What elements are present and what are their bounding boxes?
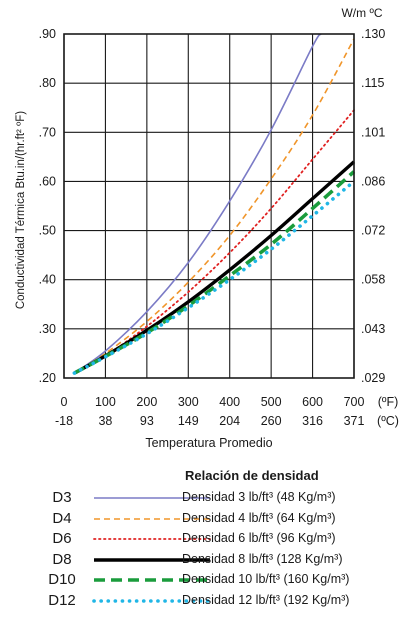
legend-code: D4: [52, 509, 72, 527]
x-tick-label-f: 200: [136, 395, 157, 409]
legend-code: D12: [48, 591, 76, 609]
y-tick-label-left: .70: [39, 125, 56, 139]
y-tick-label-right: .029: [361, 371, 385, 385]
x-tick-label-f: 500: [261, 395, 282, 409]
x-tick-label-c: 316: [302, 414, 323, 428]
legend-item-d6: D6 Densidad 6 lb/ft³ (96 Kg/m³): [40, 529, 400, 549]
legend-label: Densidad 8 lb/ft³ (128 Kg/m³): [182, 551, 343, 566]
legend-code: D6: [52, 530, 72, 547]
x-tick-label-f: 700: [344, 395, 365, 409]
y-tick-label-right: .043: [361, 322, 385, 336]
legend-swatch: [93, 538, 211, 540]
legend-label: Densidad 3 lb/ft³ (48 Kg/m³): [182, 490, 336, 504]
legend-code: D10: [48, 571, 76, 588]
legend-swatch: [94, 497, 210, 499]
legend-swatch: [94, 578, 210, 582]
x-tick-label-f: 600: [302, 395, 323, 409]
x-tick-label-f: 0: [61, 395, 68, 409]
y-tick-label-left: .40: [39, 273, 56, 287]
x-tick-label-f: 100: [95, 395, 116, 409]
legend-label: Densidad 6 lb/ft³ (96 Kg/m³): [182, 531, 336, 545]
y-tick-label-left: .20: [39, 371, 56, 385]
x-axis-label: Temperatura Promedio: [145, 436, 272, 450]
series-line-d12: [72, 179, 356, 375]
legend-swatch: [94, 557, 210, 562]
series-line-d4: [73, 38, 355, 374]
y-tick-label-left: .90: [39, 27, 56, 41]
y-tick-label-left: .50: [39, 224, 56, 238]
legend-item-d4: D4 Densidad 4 lb/ft³ (64 Kg/m³): [40, 509, 400, 529]
x-unit-f: (ºF): [378, 395, 399, 409]
x-tick-label-c: 260: [261, 414, 282, 428]
legend-item-d3: D3 Densidad 3 lb/ft³ (48 Kg/m³): [40, 488, 400, 508]
legend-label: Densidad 10 lb/ft³ (160 Kg/m³): [182, 572, 350, 586]
legend-title: Relación de densidad: [185, 468, 319, 483]
y-tick-label-right: .115: [361, 76, 384, 90]
legend-item-d10: D10 Densidad 10 lb/ft³ (160 Kg/m³): [40, 570, 400, 590]
y-tick-label-right: .101: [361, 125, 385, 139]
y-axis-right-label: W/m ºC: [341, 6, 382, 20]
y-tick-label-right: .130: [361, 27, 385, 41]
x-tick-label-c: 149: [178, 414, 199, 428]
series-line-d10: [73, 170, 356, 375]
x-tick-label-c: 93: [140, 414, 154, 428]
y-tick-label-right: .086: [361, 174, 385, 188]
legend-code: D3: [52, 489, 72, 506]
x-tick-label-c: -18: [55, 414, 73, 428]
tick-labels: .20 .30 .40 .50 .60 .70 .80 .90 .029 .043 .058 .072…: [39, 27, 399, 428]
series-layer: [72, 33, 356, 375]
y-tick-label-left: .80: [39, 76, 56, 90]
legend-label: Densidad 4 lb/ft³ (64 Kg/m³): [182, 510, 336, 525]
x-unit-c: (ºC): [377, 414, 399, 428]
y-tick-label-left: .60: [39, 174, 56, 188]
plot-frame: [63, 33, 355, 379]
x-tick-label-f: 400: [219, 395, 240, 409]
y-tick-label-left: .30: [39, 322, 56, 336]
y-tick-label-right: .072: [361, 224, 385, 238]
x-tick-label-f: 300: [178, 395, 199, 409]
legend-code: D8: [52, 550, 72, 568]
y-tick-label-right: .058: [361, 273, 385, 287]
legend-label: Densidad 12 lb/ft³ (192 Kg/m³): [182, 592, 350, 607]
chart-grid: [63, 33, 355, 379]
x-tick-label-c: 38: [98, 414, 112, 428]
x-tick-label-c: 204: [219, 414, 240, 428]
x-tick-label-c: 371: [344, 414, 365, 428]
legend-swatch: [92, 598, 212, 603]
thermal-conductivity-chart: .20 .30 .40 .50 .60 .70 .80 .90 .029 .043 .058 .072…: [15, 6, 399, 450]
series-line-d3: [73, 33, 322, 374]
legend-item-d8: D8 Densidad 8 lb/ft³ (128 Kg/m³): [40, 550, 400, 570]
y-axis-label: Conductividad Térmica Btu.in/(hr.ft² ºF): [15, 111, 27, 309]
legend-item-d12: D12 Densidad 12 lb/ft³ (192 Kg/m³): [40, 591, 400, 611]
